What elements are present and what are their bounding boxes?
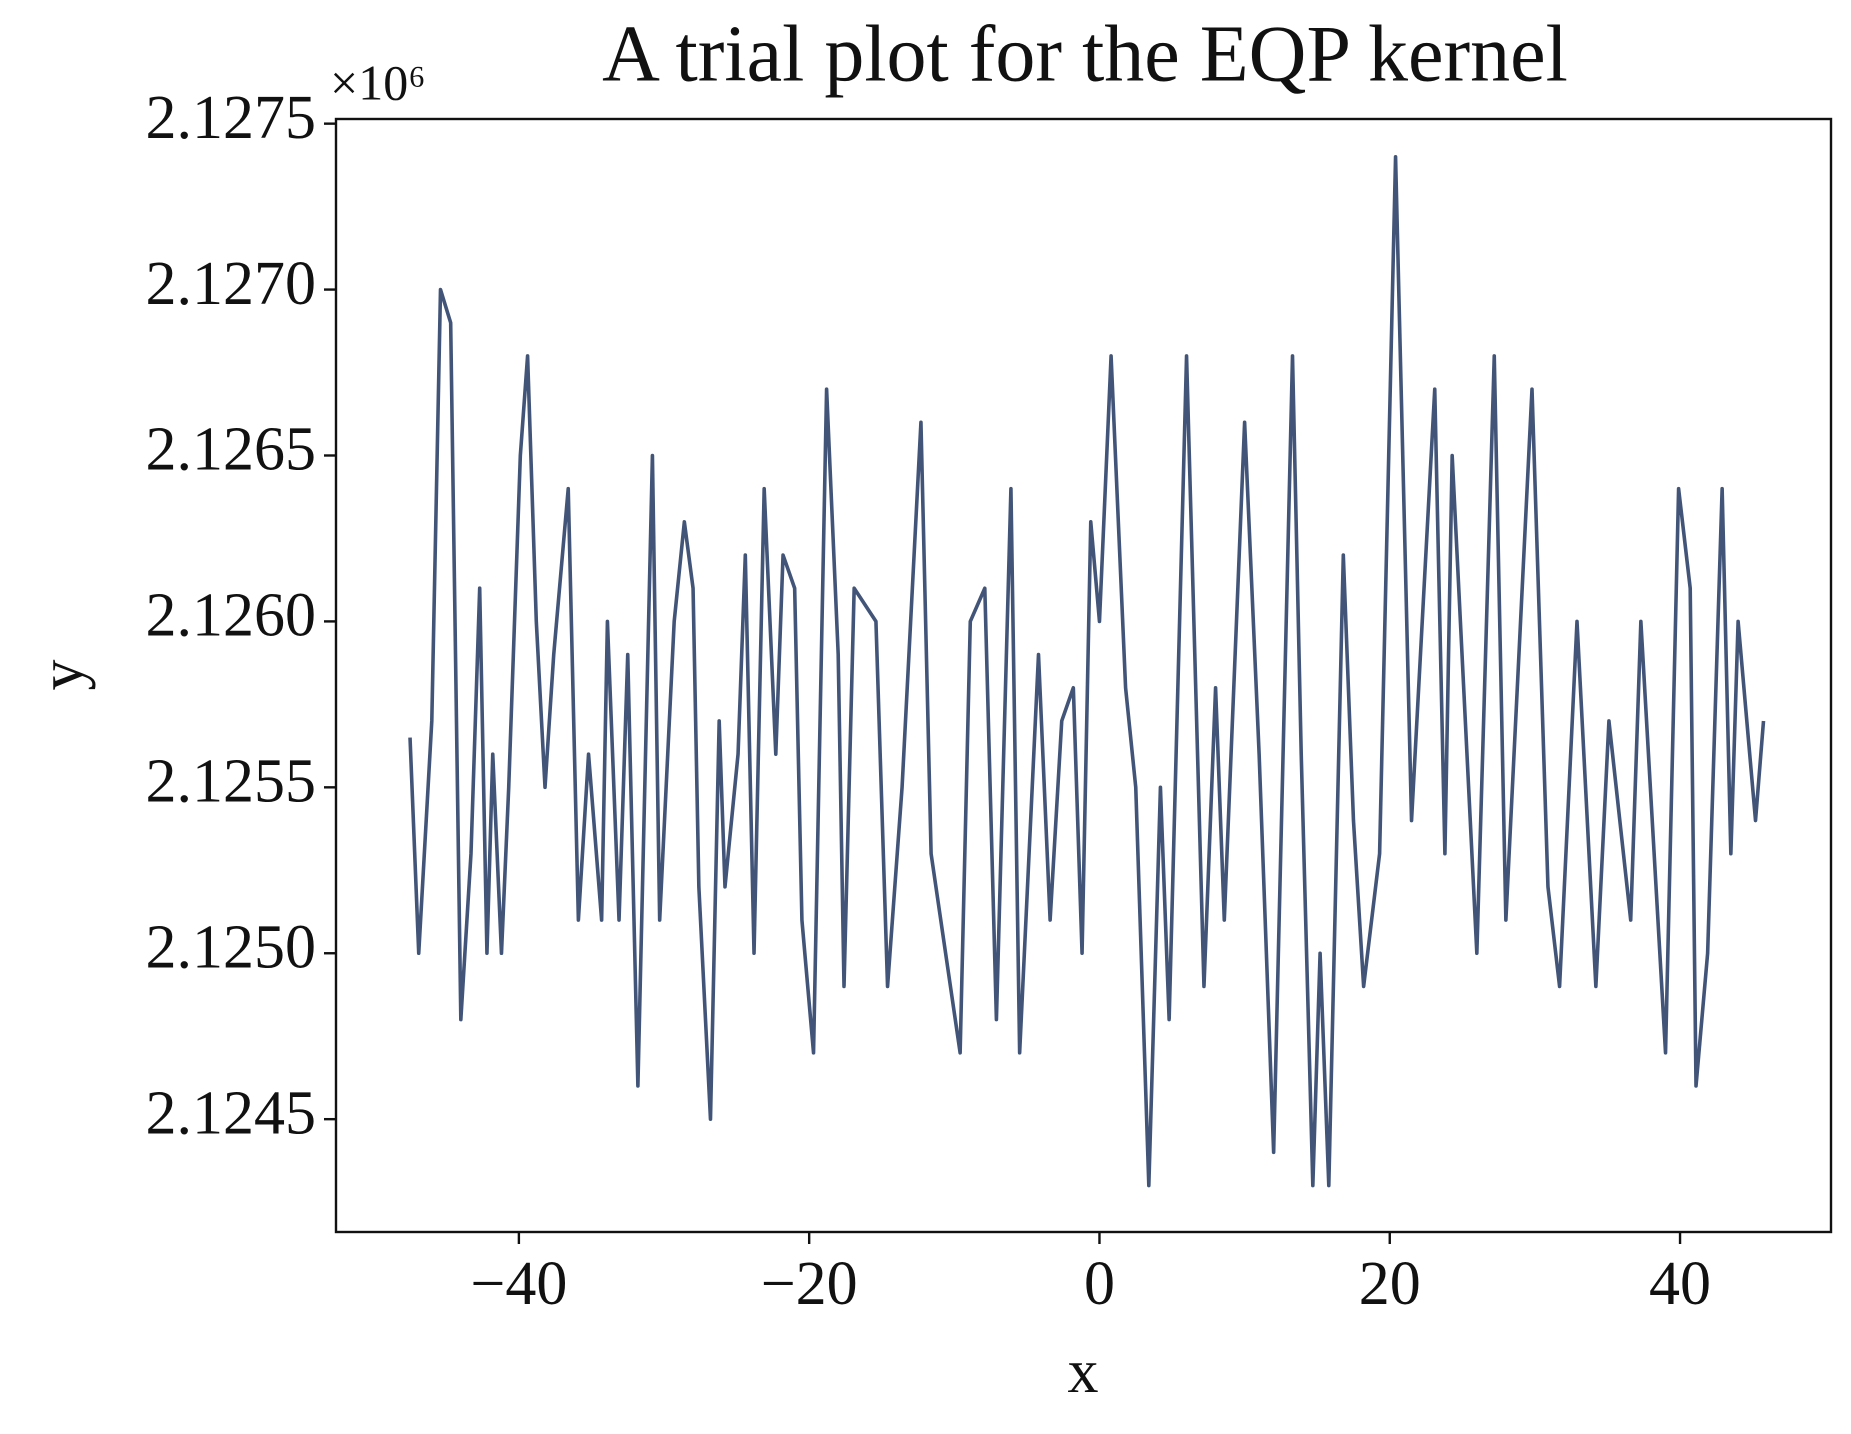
y-offset-label: ×10⁶ xyxy=(330,54,426,110)
y-tick-label: 2.1265 xyxy=(146,416,317,484)
x-tick-label: −20 xyxy=(761,1250,858,1318)
x-tick-label: 0 xyxy=(1084,1250,1115,1318)
plot-frame xyxy=(334,117,1833,1234)
x-tick-label: 40 xyxy=(1649,1250,1711,1318)
y-tick-label: 2.1255 xyxy=(146,748,317,816)
x-axis-label: x xyxy=(1068,1338,1099,1406)
y-tick-label: 2.1270 xyxy=(146,250,317,318)
y-tick-label: 2.1275 xyxy=(146,84,317,152)
y-tick-label: 2.1245 xyxy=(146,1079,317,1147)
y-tick-label: 2.1250 xyxy=(146,913,317,981)
data-line xyxy=(408,155,1766,1188)
chart-title: A trial plot for the EQP kernel xyxy=(602,10,1568,98)
x-tick-label: −40 xyxy=(470,1250,567,1318)
y-axis-label: y xyxy=(28,660,96,691)
x-tick-label: 20 xyxy=(1359,1250,1421,1318)
y-tick-label: 2.1260 xyxy=(146,582,317,650)
